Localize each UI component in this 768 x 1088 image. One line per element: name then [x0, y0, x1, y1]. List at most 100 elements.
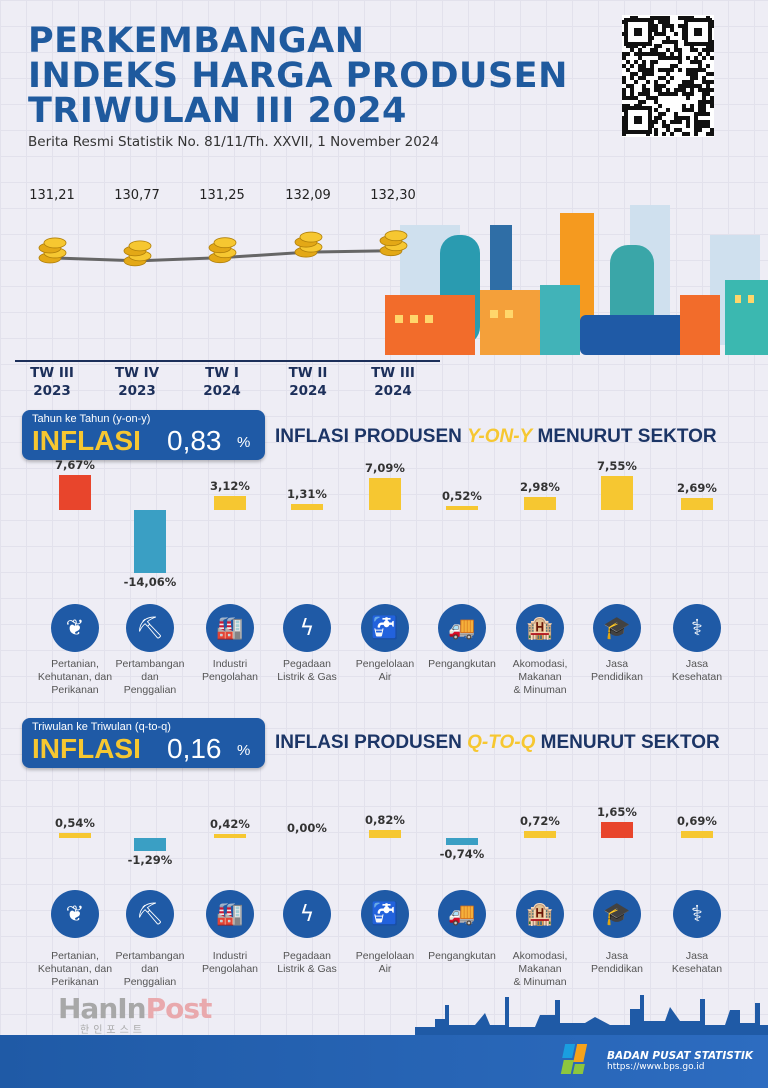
bar-value-label: 1,65% — [597, 804, 637, 819]
transport-icon: 🚚 — [438, 604, 486, 652]
bps-url[interactable]: https://www.bps.go.id — [607, 1062, 705, 1072]
water-tap-icon: 🚰 — [361, 604, 409, 652]
sector-label: Pegadaan Listrik & Gas — [277, 658, 337, 683]
title-part: INFLASI PRODUSEN — [275, 732, 468, 753]
quarter-label: TW III 2024 — [371, 365, 415, 399]
title-line-1: PERKEMBANGAN — [28, 21, 365, 61]
health-stethoscope-icon: ⚕ — [673, 604, 721, 652]
sector-label: Industri Pengolahan — [201, 950, 259, 975]
footer-band — [0, 1035, 768, 1088]
sector-label: Pegadaan Listrik & Gas — [277, 950, 337, 975]
title-part: INFLASI PRODUSEN — [275, 426, 468, 447]
bar-value-label: 0,00% — [287, 821, 327, 835]
yoy-value: 0,83 — [167, 425, 222, 456]
graduation-cap-icon: 🎓 — [593, 604, 641, 652]
coin-stack-icon — [38, 237, 67, 264]
qtq-caption: Triwulan ke Triwulan (q-to-q) — [32, 721, 171, 733]
bar-value-label: 0,69% — [677, 814, 717, 829]
sector-label: Akomodasi, Makanan & Minuman — [512, 658, 568, 696]
bar-2-5 — [446, 838, 478, 846]
subtitle: Berita Resmi Statistik No. 81/11/Th. XXV… — [28, 134, 439, 150]
watermark: HanInPost — [58, 992, 212, 1025]
sector-label: Pengangkutan — [428, 950, 496, 962]
qtq-label: INFLASI — [32, 733, 141, 764]
bar-2-7 — [601, 821, 633, 838]
bar-1-2 — [214, 495, 246, 510]
health-stethoscope-icon: ⚕ — [673, 890, 721, 938]
graduation-cap-icon: 🎓 — [593, 890, 641, 938]
bar-1-3 — [291, 504, 323, 510]
bar-1-8 — [681, 497, 713, 510]
index-line-chart — [15, 230, 440, 362]
yoy-unit: % — [237, 434, 251, 451]
bar-value-label: 7,67% — [55, 458, 95, 473]
quarter-label: TW II 2024 — [288, 365, 328, 399]
qtq-unit: % — [237, 742, 251, 759]
bar-2-0 — [59, 832, 91, 838]
sector-label: Akomodasi, Makanan & Minuman — [512, 950, 568, 988]
quarter-label: TW IV 2023 — [114, 365, 160, 399]
sector-label: Pertambangan dan Penggalian — [115, 950, 185, 988]
electricity-gas-icon: ϟ — [283, 604, 331, 652]
sector-label: Jasa Pendidikan — [591, 950, 643, 975]
bar-value-label: 0,54% — [55, 815, 95, 830]
transport-icon: 🚚 — [438, 890, 486, 938]
title-highlight: Q-TO-Q — [467, 732, 536, 753]
title-highlight: Y-ON-Y — [467, 426, 533, 447]
bar-value-label: 3,12% — [210, 478, 250, 493]
bar-2-4 — [369, 829, 401, 838]
qtq-section-title: INFLASI PRODUSEN Q-TO-Q MENURUT SEKTOR — [275, 732, 720, 754]
index-value-label: 132,09 — [285, 188, 331, 203]
sector-label: Industri Pengolahan — [201, 658, 259, 683]
yoy-caption: Tahun ke Tahun (y-on-y) — [32, 413, 151, 425]
qtq-inflation-box: Triwulan ke Triwulan (q-to-q) INFLASI 0,… — [22, 718, 265, 768]
bar-value-label: 7,55% — [597, 459, 637, 474]
bar-2-8 — [681, 831, 713, 838]
bar-value-label: 0,52% — [442, 489, 482, 503]
title-line-3: TRIWULAN III 2024 — [28, 91, 407, 131]
bar-1-1 — [134, 510, 166, 574]
title-part: MENURUT SEKTOR — [532, 426, 717, 447]
sector-label: Jasa Kesehatan — [671, 658, 723, 683]
yoy-inflation-box: Tahun ke Tahun (y-on-y) INFLASI 0,83 % — [22, 410, 265, 460]
coin-stack-icon — [294, 231, 323, 258]
bar-value-label: 7,09% — [365, 461, 405, 476]
coin-stack-icon — [208, 237, 237, 264]
sector-label: Pertanian, Kehutanan, dan Perikanan — [37, 658, 113, 696]
bar-value-label: -14,06% — [123, 575, 177, 590]
bar-1-4 — [369, 478, 401, 510]
qtq-value: 0,16 — [167, 733, 222, 764]
hotel-dining-icon: 🏨 — [516, 890, 564, 938]
coin-stack-icon — [379, 230, 408, 257]
leaf-icon: ❦ — [51, 890, 99, 938]
bar-2-6 — [524, 830, 556, 838]
sector-label: Pengelolaan Air — [355, 658, 415, 683]
index-value-label: 130,77 — [114, 188, 160, 203]
bar-value-label: 0,82% — [365, 812, 405, 827]
factory-icon: 🏭 — [206, 890, 254, 938]
leaf-icon: ❦ — [51, 604, 99, 652]
bar-value-label: -0,74% — [439, 847, 485, 862]
title-part: MENURUT SEKTOR — [535, 732, 720, 753]
bar-2-1 — [134, 838, 166, 851]
qr-code[interactable] — [622, 15, 714, 137]
sector-label: Pengangkutan — [428, 658, 496, 670]
hotel-dining-icon: 🏨 — [516, 604, 564, 652]
index-value-label: 132,30 — [370, 188, 416, 203]
bar-value-label: 2,69% — [677, 480, 717, 495]
bps-branding: BADAN PUSAT STATISTIK https://www.bps.go… — [607, 1050, 753, 1072]
index-value-label: 131,25 — [199, 188, 245, 203]
factory-illustration — [385, 205, 768, 355]
bar-1-7 — [601, 476, 633, 510]
title-line-2: INDEKS HARGA PRODUSEN — [28, 56, 568, 96]
sector-label: Pertambangan dan Penggalian — [115, 658, 185, 696]
electricity-gas-icon: ϟ — [283, 890, 331, 938]
bar-value-label: 0,42% — [210, 816, 250, 831]
bar-value-label: 2,98% — [520, 479, 560, 494]
oil-pump-icon: ⛏ — [126, 604, 174, 652]
bps-name: BADAN PUSAT STATISTIK — [607, 1050, 754, 1062]
quarter-label: TW III 2023 — [30, 365, 74, 399]
oil-pump-icon: ⛏ — [126, 890, 174, 938]
water-tap-icon: 🚰 — [361, 890, 409, 938]
bar-2-2 — [214, 833, 246, 838]
